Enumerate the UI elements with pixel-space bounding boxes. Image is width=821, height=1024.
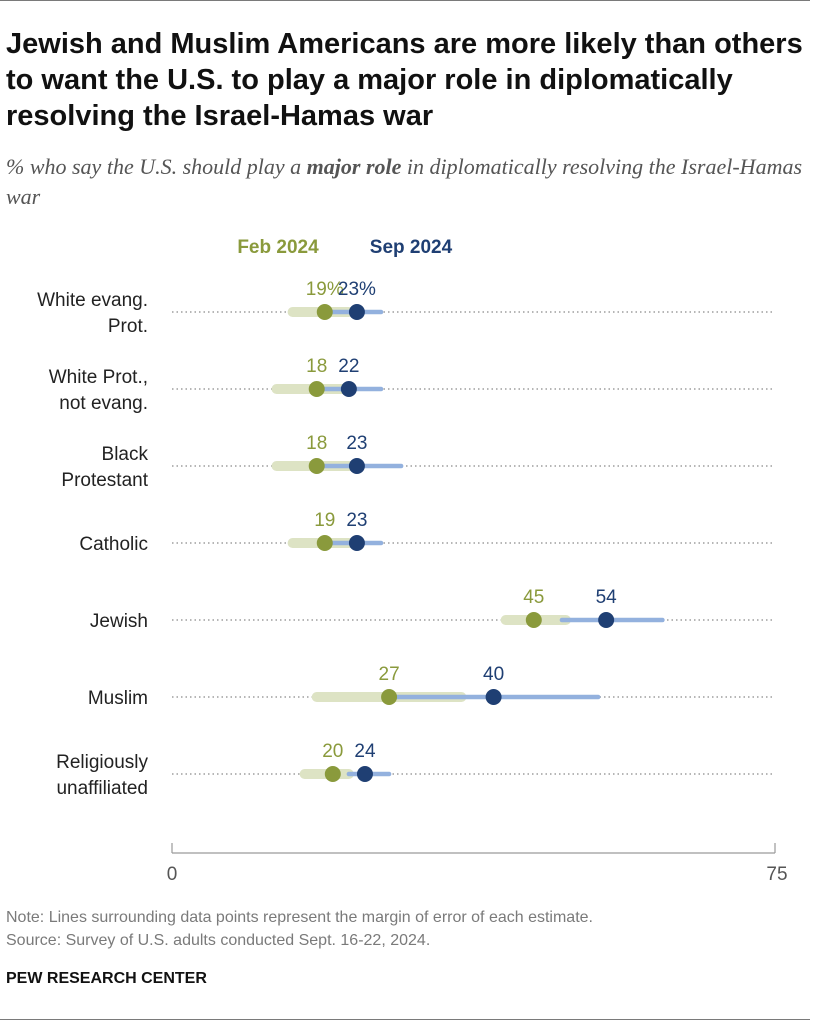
feb-2024-dot [324,766,341,782]
feb-2024-dot [316,535,333,551]
chart-subtitle: % who say the U.S. should play a major r… [6,152,806,212]
feb-2024-dot [525,612,542,628]
sep-2024-dot [340,381,357,397]
note-text: Note: Lines surrounding data points repr… [6,909,593,926]
legend-sep-2024: Sep 2024 [370,237,453,258]
subtitle-emphasis: major role [306,154,402,179]
sep-2024-value-label: 24 [354,741,376,762]
subtitle-suffix: in diplomatically resolving the Israel-H… [6,154,803,209]
feb-2024-dot [308,458,325,474]
sep-2024-value-label: 54 [596,587,618,608]
category-label: Muslim [88,688,148,709]
feb-2024-dot [308,381,325,397]
category-label: Religiously [56,752,148,773]
sep-2024-value-label: 40 [483,664,504,685]
chart-notes: Note: Lines surrounding data points repr… [6,906,593,952]
dot-plot-chart: Feb 2024 Sep 2024 19%23% White evang. Prot. 1… [37,237,787,885]
feb-2024-value-label: 19% [306,279,344,300]
x-tick-label: 0 [167,864,178,885]
feb-2024-dot [381,689,398,705]
feb-2024-value-label: 27 [379,664,400,685]
category-label: Prot. [108,316,148,337]
top-rule [0,0,810,1]
legend-feb-2024: Feb 2024 [237,237,319,258]
category-label: unaffiliated [56,778,148,799]
feb-2024-value-label: 20 [322,741,343,762]
category-label: White Prot., [49,367,148,388]
x-tick-label: 75 [766,864,787,885]
sep-2024-value-label: 23 [346,510,367,531]
category-label: Catholic [79,534,148,555]
sep-2024-dot [348,304,365,320]
sep-2024-value-label: 22 [338,356,359,377]
pew-research-center-logo: PEW RESEARCH CENTER [6,970,207,987]
sep-2024-dot [348,535,365,551]
category-label: Black [102,444,149,465]
feb-2024-value-label: 18 [306,433,327,454]
category-label: not evang. [59,393,148,414]
sep-2024-dot [348,458,365,474]
feb-2024-value-label: 18 [306,356,327,377]
sep-2024-value-label: 23 [346,433,367,454]
category-label: Jewish [90,611,148,632]
category-label: Protestant [61,470,148,491]
source-text: Source: Survey of U.S. adults conducted … [6,932,431,949]
sep-2024-dot [356,766,373,782]
sep-2024-dot [598,612,615,628]
subtitle-prefix: % who say the U.S. should play a [6,154,307,179]
chart-title: Jewish and Muslim Americans are more lik… [6,28,803,132]
feb-2024-dot [316,304,333,320]
feb-2024-value-label: 45 [523,587,544,608]
bottom-rule [0,1019,810,1020]
sep-2024-value-label: 23% [338,279,376,300]
feb-2024-value-label: 19 [314,510,335,531]
category-label: White evang. [37,290,148,311]
sep-2024-dot [485,689,502,705]
